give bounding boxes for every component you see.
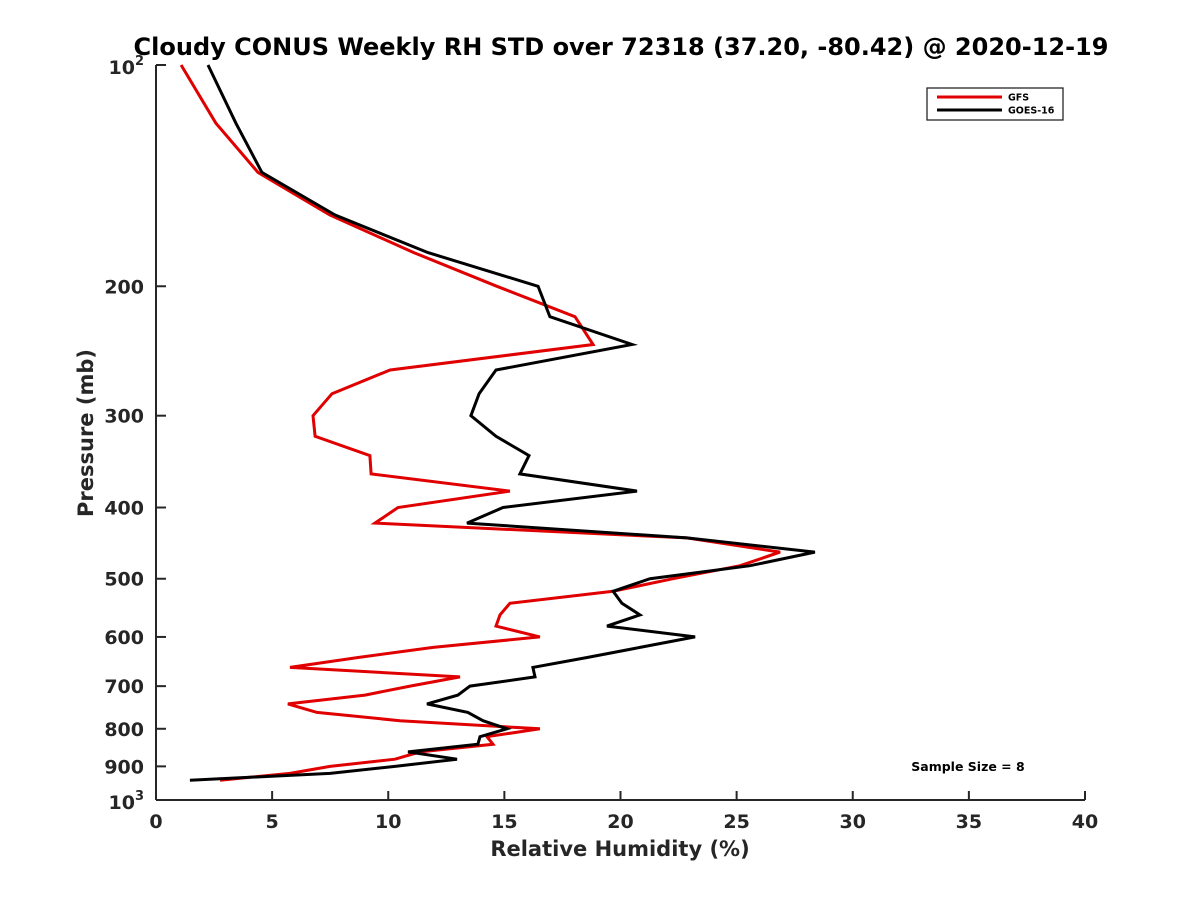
y-tick-label: 500 bbox=[104, 569, 144, 591]
legend-label-goes-16: GOES-16 bbox=[1008, 106, 1055, 117]
x-tick-label: 5 bbox=[266, 811, 279, 833]
y-tick-label: 700 bbox=[104, 676, 144, 698]
chart-title: Cloudy CONUS Weekly RH STD over 72318 (3… bbox=[134, 33, 1109, 61]
y-tick-label: 300 bbox=[104, 406, 144, 428]
y-tick-label: 400 bbox=[104, 498, 144, 520]
y-tick-label: 200 bbox=[104, 276, 144, 298]
x-tick-label: 0 bbox=[149, 811, 162, 833]
x-tick-label: 25 bbox=[723, 811, 749, 833]
y-ticks: 102 200 300 400 500 600 700 800 900 103 bbox=[104, 54, 166, 814]
y-tick-label: 900 bbox=[104, 756, 144, 778]
x-tick-label: 10 bbox=[375, 811, 401, 833]
y-tick-label: 102 bbox=[109, 54, 145, 79]
legend-box bbox=[926, 87, 1064, 121]
x-tick-label: 15 bbox=[491, 811, 517, 833]
y-tick-label: 600 bbox=[104, 627, 144, 649]
x-axis-label: Relative Humidity (%) bbox=[490, 837, 749, 861]
x-tick-label: 35 bbox=[956, 811, 982, 833]
x-tick-label: 20 bbox=[607, 811, 633, 833]
legend: GFS GOES-16 bbox=[926, 87, 1064, 121]
y-tick-label: 800 bbox=[104, 719, 144, 741]
x-ticks: 0 5 10 15 20 25 30 35 40 bbox=[149, 791, 1098, 833]
series-layer bbox=[179, 64, 816, 782]
legend-label-gfs: GFS bbox=[1008, 93, 1029, 104]
sample-size-annotation: Sample Size = 8 bbox=[911, 759, 1024, 774]
x-tick-label: 40 bbox=[1072, 811, 1098, 833]
y-axis-label: Pressure (mb) bbox=[74, 349, 98, 517]
series-line-goes-16 bbox=[189, 64, 816, 782]
y-tick-label: 103 bbox=[109, 789, 145, 814]
x-tick-label: 30 bbox=[840, 811, 866, 833]
